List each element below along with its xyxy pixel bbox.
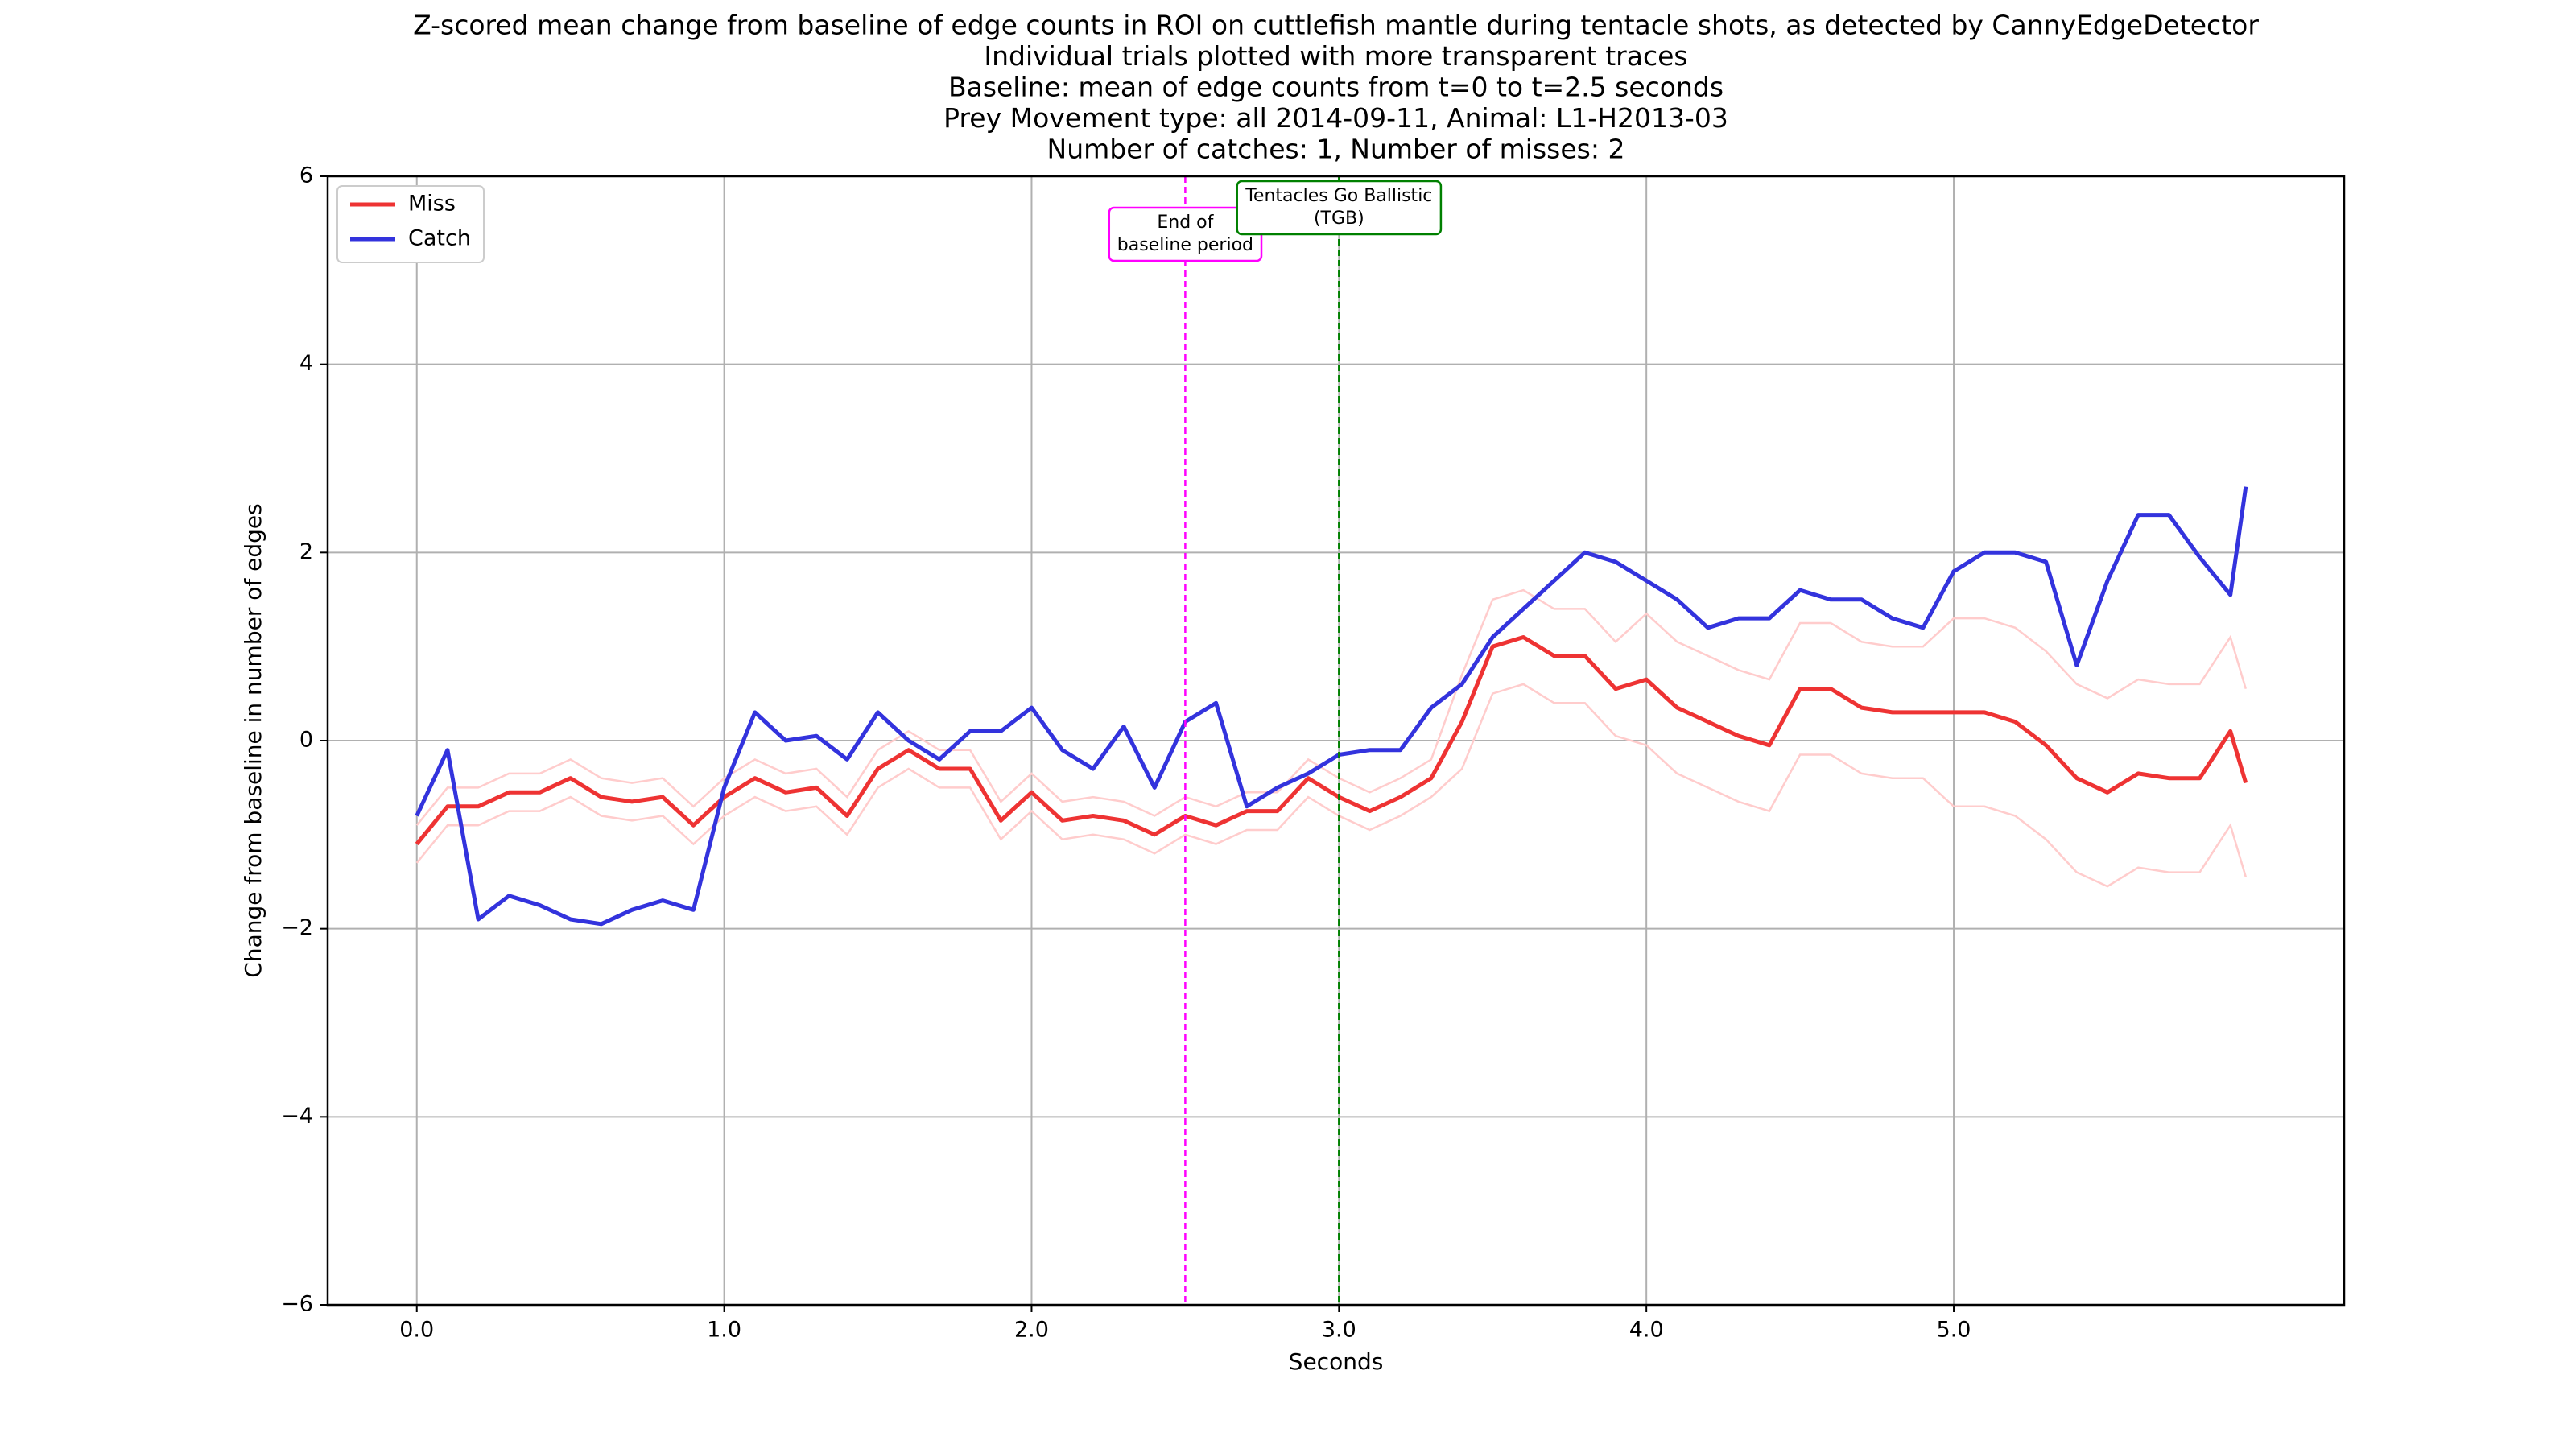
annotation-text: (TGB) <box>1314 208 1364 229</box>
x-tick-label: 5.0 <box>1937 1318 1971 1343</box>
y-tick-label: 2 <box>299 539 313 564</box>
x-tick-label: 3.0 <box>1322 1318 1356 1343</box>
chart-title: Number of catches: 1, Number of misses: … <box>1047 134 1625 165</box>
legend-label: Catch <box>408 226 471 251</box>
annotation-text: Tentacles Go Ballistic <box>1245 186 1432 206</box>
annotation-box <box>1236 180 1443 236</box>
x-tick-label: 2.0 <box>1014 1318 1049 1343</box>
y-tick-label: −2 <box>281 915 313 940</box>
y-axis-label: Change from baseline in number of edges <box>240 503 266 977</box>
y-tick-label: 4 <box>299 351 313 376</box>
chart-title: Z-scored mean change from baseline of ed… <box>413 10 2259 41</box>
legend-label: Miss <box>408 192 456 217</box>
chart-title: Baseline: mean of edge counts from t=0 t… <box>948 72 1724 103</box>
x-tick-label: 4.0 <box>1629 1318 1664 1343</box>
x-tick-label: 0.0 <box>399 1318 434 1343</box>
y-tick-label: −4 <box>281 1104 313 1129</box>
y-tick-label: −6 <box>281 1292 313 1317</box>
plot-frame <box>326 175 2346 1307</box>
y-tick-label: 6 <box>299 163 313 188</box>
chart-title: Individual trials plotted with more tran… <box>984 40 1687 72</box>
chart-title: Prey Movement type: all 2014-09-11, Anim… <box>943 102 1728 134</box>
annotation-text: End of <box>1157 213 1214 233</box>
x-tick-label: 1.0 <box>707 1318 741 1343</box>
x-axis-label: Seconds <box>1289 1348 1384 1375</box>
y-tick-label: 0 <box>299 728 313 753</box>
annotation: Tentacles Go Ballistic(TGB) <box>1236 180 1443 236</box>
annotation-text: baseline period <box>1117 235 1253 255</box>
